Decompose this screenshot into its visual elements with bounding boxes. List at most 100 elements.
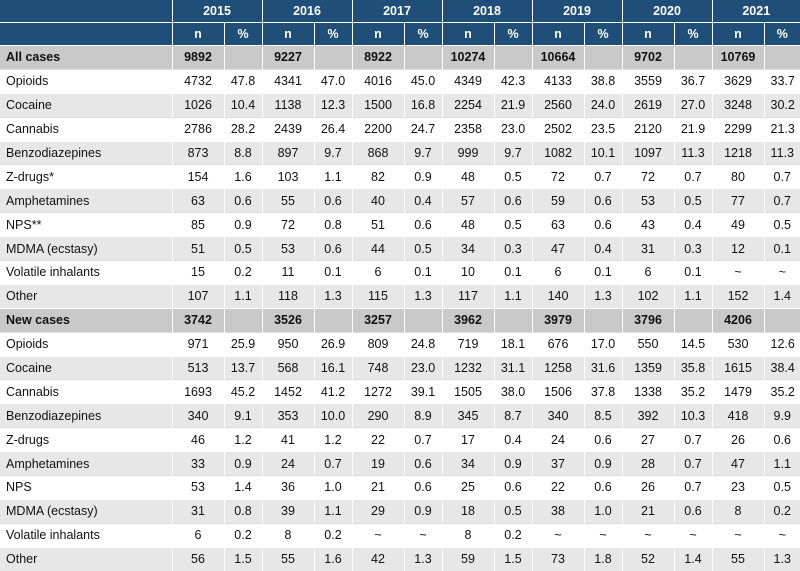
- percent-cell: 26.9: [313, 331, 352, 357]
- percent-cell: 0.2: [763, 498, 800, 524]
- count-cell: 25: [441, 475, 494, 500]
- count-cell: 513: [171, 355, 224, 380]
- percent-cell: 1.3: [763, 546, 800, 571]
- count-cell: 1479: [711, 379, 764, 404]
- section-row: New cases 3742 3526 3257 3962 3979 3796 4206: [0, 307, 800, 333]
- percent-cell: 0.7: [763, 188, 800, 213]
- percent-cell: 0.9: [223, 212, 262, 237]
- count-cell: 1500: [351, 92, 404, 118]
- row-label: Cocaine: [0, 355, 172, 380]
- count-cell: 971: [171, 331, 224, 357]
- count-cell: 8: [261, 522, 314, 548]
- percent-cell: 1.3: [583, 283, 622, 309]
- percent-header: %: [223, 22, 262, 46]
- count-cell: 53: [261, 236, 314, 261]
- percent-cell: 0.5: [763, 212, 800, 237]
- percent-cell: 0.3: [493, 236, 532, 261]
- count-cell: 55: [711, 546, 764, 571]
- row-label: Benzodiazepines: [0, 403, 172, 428]
- percent-cell: 11.3: [763, 140, 800, 165]
- percent-cell: ~: [763, 522, 800, 548]
- count-cell: 12: [711, 236, 764, 261]
- percent-cell: 0.2: [223, 260, 262, 285]
- corner-header-cell: [0, 22, 172, 46]
- percent-cell: 35.8: [673, 355, 712, 380]
- count-cell: 44: [351, 236, 404, 261]
- percent-cell: 0.3: [673, 236, 712, 261]
- percent-cell: 9.7: [403, 140, 442, 165]
- percent-cell: 0.6: [493, 188, 532, 213]
- year-header-row: 2015 2016 2017 2018 2019 2020 2021: [0, 0, 800, 23]
- percent-cell: 1.5: [223, 546, 262, 571]
- count-cell: 59: [531, 188, 584, 213]
- percent-cell: 0.5: [763, 475, 800, 500]
- count-cell: 36: [261, 475, 314, 500]
- percent-cell: 0.7: [403, 427, 442, 452]
- percent-cell: 0.1: [493, 260, 532, 285]
- count-cell: 55: [261, 188, 314, 213]
- count-cell: 809: [351, 331, 404, 357]
- table-row: Cannabis 1693 45.2 1452 41.2 1272 39.1 1505 38.0…: [0, 379, 800, 404]
- percent-cell: 0.5: [673, 188, 712, 213]
- count-cell: 41: [261, 427, 314, 452]
- percent-cell: 45.0: [403, 68, 442, 94]
- count-cell: 22: [531, 475, 584, 500]
- row-label: All cases: [0, 45, 172, 70]
- table-row: Other 56 1.5 55 1.6 42 1.3 59 1.5 73 1.8 52 1.4 55 1.3: [0, 546, 800, 571]
- count-cell: 48: [441, 164, 494, 189]
- count-cell: 22: [351, 427, 404, 452]
- row-label: Cocaine: [0, 92, 172, 118]
- percent-cell: 0.6: [403, 212, 442, 237]
- percent-cell: 21.9: [493, 92, 532, 118]
- count-cell: 10769: [711, 45, 764, 70]
- count-cell: 3796: [621, 307, 674, 333]
- count-cell: 63: [171, 188, 224, 213]
- percent-cell: ~: [763, 260, 800, 285]
- count-cell: 3979: [531, 307, 584, 333]
- percent-cell: 35.2: [673, 379, 712, 404]
- count-cell: 1506: [531, 379, 584, 404]
- count-cell: 353: [261, 403, 314, 428]
- count-cell: ~: [711, 522, 764, 548]
- percent-cell: 42.3: [493, 68, 532, 94]
- percent-cell: 0.1: [313, 260, 352, 285]
- count-header: n: [621, 22, 674, 46]
- percent-cell: 39.1: [403, 379, 442, 404]
- percent-cell: 12.3: [313, 92, 352, 118]
- count-cell: 57: [441, 188, 494, 213]
- count-cell: 1082: [531, 140, 584, 165]
- count-cell: 4016: [351, 68, 404, 94]
- count-cell: 18: [441, 498, 494, 524]
- count-cell: 31: [171, 498, 224, 524]
- percent-cell: [583, 307, 622, 333]
- count-cell: 340: [171, 403, 224, 428]
- table-row: NPS 53 1.4 36 1.0 21 0.6 25 0.6 22 0.6 26 0.7 23 0.5: [0, 475, 800, 500]
- count-cell: 3742: [171, 307, 224, 333]
- row-label: Amphetamines: [0, 451, 172, 476]
- row-label: Benzodiazepines: [0, 140, 172, 165]
- count-header: n: [531, 22, 584, 46]
- count-cell: 29: [351, 498, 404, 524]
- percent-cell: 0.9: [583, 451, 622, 476]
- percent-cell: [493, 307, 532, 333]
- count-cell: 3248: [711, 92, 764, 118]
- count-cell: 117: [441, 283, 494, 309]
- percent-cell: 1.1: [763, 451, 800, 476]
- row-label: Z-drugs*: [0, 164, 172, 189]
- count-cell: 107: [171, 283, 224, 309]
- count-cell: 568: [261, 355, 314, 380]
- row-label: Opioids: [0, 68, 172, 94]
- percent-cell: 10.4: [223, 92, 262, 118]
- percent-cell: 0.4: [583, 236, 622, 261]
- percent-cell: 0.5: [493, 164, 532, 189]
- count-cell: 873: [171, 140, 224, 165]
- count-cell: 63: [531, 212, 584, 237]
- percent-cell: 8.7: [493, 403, 532, 428]
- year-header: 2016: [261, 0, 352, 23]
- percent-cell: [583, 45, 622, 70]
- percent-cell: 33.7: [763, 68, 800, 94]
- percent-cell: 47.8: [223, 68, 262, 94]
- count-cell: 48: [441, 212, 494, 237]
- count-cell: 10664: [531, 45, 584, 70]
